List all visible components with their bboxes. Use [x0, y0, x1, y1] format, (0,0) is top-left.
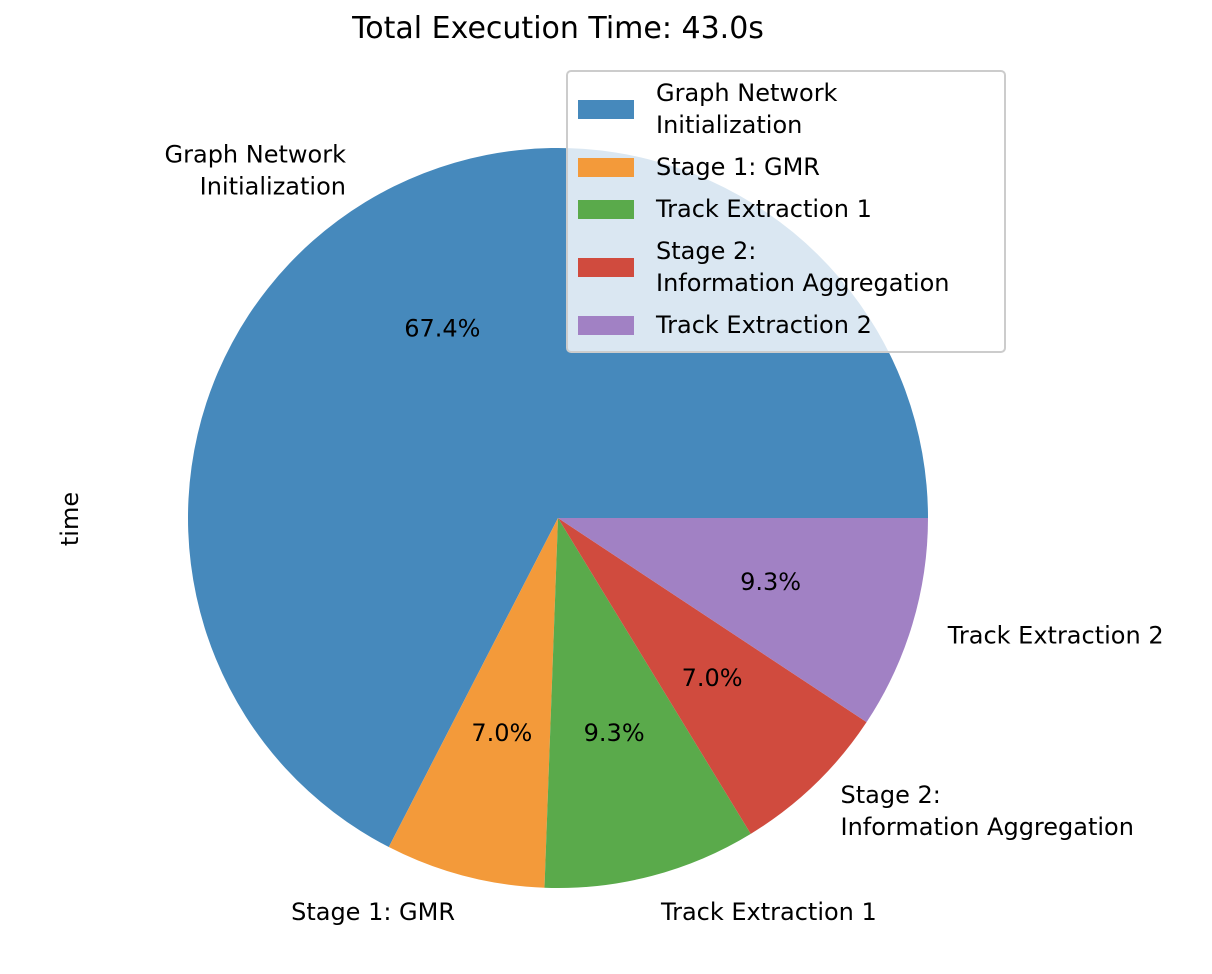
pie-percent-labels: 67.4% 7.0% 9.3% 7.0% 9.3% — [404, 315, 801, 747]
pie-slice-track-extraction-1 — [544, 518, 751, 889]
chart-title: Total Execution Time: 43.0s — [351, 11, 764, 46]
legend-label-stage-2-information-aggregation: Stage 2: Information Aggregation — [656, 237, 949, 297]
legend-swatch-graph-network-initialization — [578, 100, 634, 119]
pie-slice-track-extraction-2 — [558, 518, 928, 723]
pie-category-label-track-extraction-2: Track Extraction 2 — [947, 621, 1164, 649]
pie-category-label-track-extraction-1: Track Extraction 1 — [660, 898, 877, 926]
pie-category-label-graph-network-initialization: Graph Network Initialization — [165, 141, 347, 201]
pie-category-label-stage-1-gmr: Stage 1: GMR — [291, 898, 455, 926]
chart-legend: Graph Network Initialization Stage 1: GMR T… — [566, 70, 1006, 353]
legend-swatch-stage-1-gmr — [578, 158, 634, 177]
legend-label-stage-1-gmr: Stage 1: GMR — [656, 153, 820, 181]
legend-swatch-track-extraction-1 — [578, 200, 634, 219]
pie-percent-label-track-extraction-2: 9.3% — [740, 568, 801, 596]
legend-swatch-track-extraction-2 — [578, 316, 634, 335]
legend-label-graph-network-initialization: Graph Network Initialization — [656, 79, 838, 139]
legend-label-track-extraction-1: Track Extraction 1 — [655, 195, 872, 223]
legend-frame — [566, 70, 1006, 353]
pie-slice-stage-2-information-aggregation — [558, 518, 867, 834]
pie-percent-label-track-extraction-1: 9.3% — [584, 719, 645, 747]
pie-percent-label-stage-1-gmr: 7.0% — [471, 719, 532, 747]
pie-percent-label-stage-2-information-aggregation: 7.0% — [682, 664, 743, 692]
legend-swatch-stage-2-information-aggregation — [578, 258, 634, 277]
pie-category-label-stage-2-information-aggregation: Stage 2: Information Aggregation — [840, 781, 1133, 841]
y-axis-label: time — [56, 492, 84, 546]
pie-slice-stage-1-gmr — [388, 518, 558, 888]
legend-label-track-extraction-2: Track Extraction 2 — [655, 311, 872, 339]
pie-percent-label-graph-network-initialization: 67.4% — [404, 315, 480, 343]
pie-category-labels: Graph Network Initialization Stage 1: GMR T… — [165, 141, 1164, 926]
